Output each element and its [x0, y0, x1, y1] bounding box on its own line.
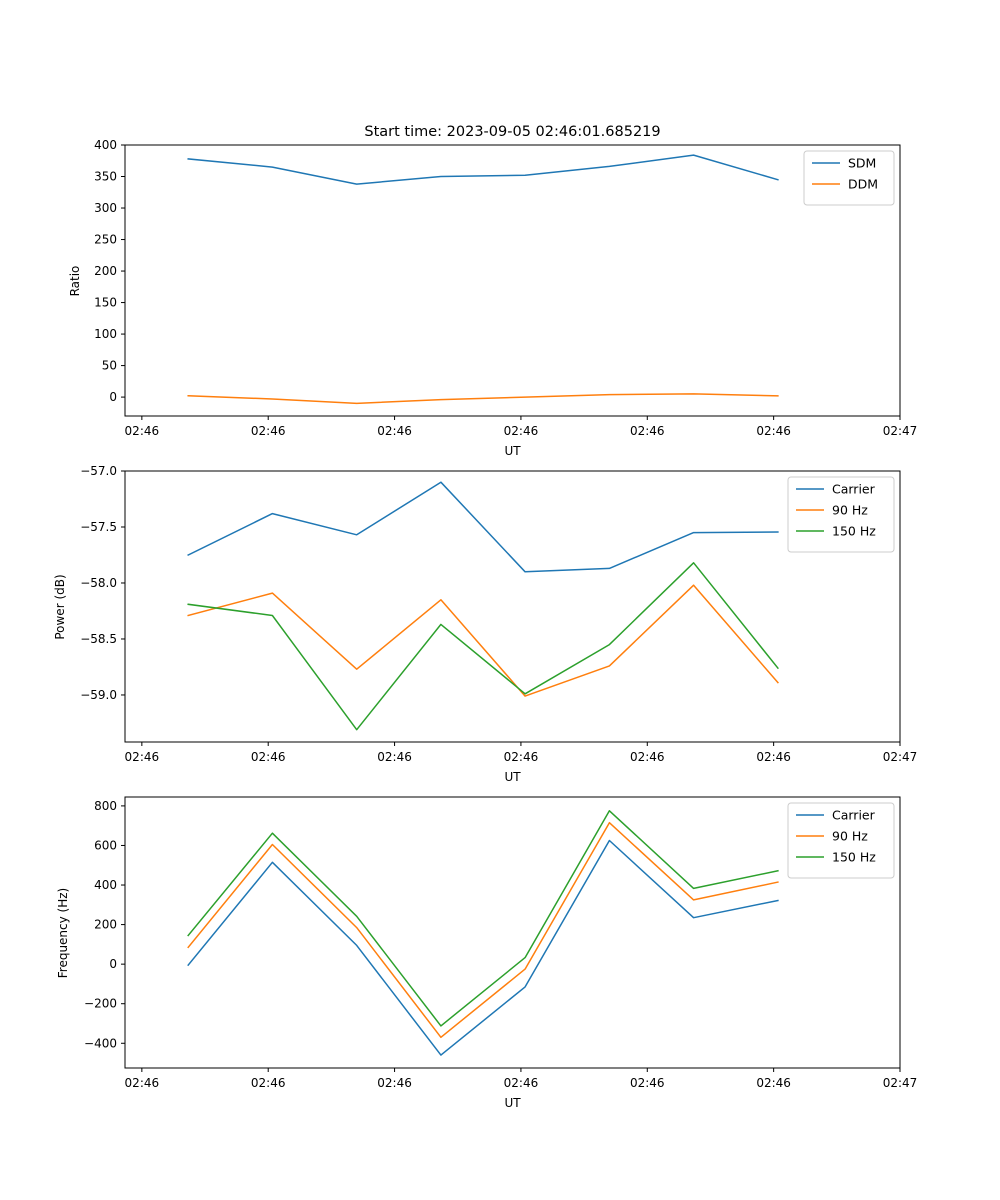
frequency-x-tick-label: 02:46 [504, 1076, 539, 1090]
power-x-tick-label: 02:46 [251, 750, 286, 764]
ratio-x-tick-label: 02:46 [251, 424, 286, 438]
frequency-y-tick-label: 800 [94, 799, 117, 813]
ratio-y-tick-label: 300 [94, 201, 117, 215]
ratio-series-sdm [187, 154, 779, 185]
ratio-y-tick-label: 50 [102, 359, 117, 373]
ratio-x-tick-label: 02:46 [377, 424, 412, 438]
frequency-series-90-hz [187, 821, 779, 1039]
chart-title: Start time: 2023-09-05 02:46:01.685219 [364, 124, 660, 140]
frequency-y-tick-label: 200 [94, 918, 117, 932]
frequency-y-tick-label: −200 [84, 997, 117, 1011]
ratio-panel: Start time: 2023-09-05 02:46:01.685219 U… [68, 124, 917, 458]
power-x-tick-label: 02:46 [756, 750, 791, 764]
power-x-tick-label: 02:46 [125, 750, 160, 764]
power-y-tick-label: −58.0 [80, 576, 117, 590]
power-legend: Carrier 90 Hz 150 Hz [787, 476, 895, 553]
frequency-y-tick-label: 0 [109, 957, 117, 971]
ratio-x-tick-label: 02:46 [504, 424, 539, 438]
frequency-x-tick-label: 02:46 [251, 1076, 286, 1090]
ratio-x-tick-label: 02:46 [756, 424, 791, 438]
ratio-y-axis-label: Ratio [68, 266, 82, 297]
power-x-tick-label: 02:46 [377, 750, 412, 764]
power-y-tick-label: −57.5 [80, 520, 117, 534]
ratio-x-tick-label: 02:47 [883, 424, 918, 438]
power-x-ticks: 02:46 02:46 02:46 02:46 02:46 02:46 02:47 [125, 742, 918, 764]
power-series-90-hz [187, 584, 779, 697]
frequency-legend-box [787, 802, 895, 879]
frequency-x-tick-label: 02:46 [630, 1076, 665, 1090]
ratio-y-tick-label: 100 [94, 327, 117, 341]
power-y-tick-label: −57.0 [80, 464, 117, 478]
frequency-y-ticks: −400 −200 0 200 400 600 800 [84, 799, 125, 1050]
ratio-legend-label: DDM [848, 177, 878, 192]
frequency-series-150-hz [187, 810, 779, 1027]
power-x-tick-label: 02:46 [630, 750, 665, 764]
frequency-series-lines [187, 810, 779, 1056]
ratio-legend-box [803, 150, 895, 206]
ratio-y-tick-label: 150 [94, 296, 117, 310]
ratio-axes-frame [124, 144, 901, 417]
frequency-x-axis-label: UT [504, 1096, 521, 1110]
power-y-ticks: −59.0 −58.5 −58.0 −57.5 −57.0 [80, 464, 125, 702]
frequency-axes-frame [124, 796, 901, 1069]
frequency-x-ticks: 02:46 02:46 02:46 02:46 02:46 02:46 02:47 [125, 1068, 918, 1090]
frequency-panel: UT Frequency (Hz) 02:46 02:46 02:46 02:46 02… [56, 796, 918, 1110]
power-legend-label: 150 Hz [832, 524, 876, 539]
power-x-tick-label: 02:46 [504, 750, 539, 764]
ratio-y-tick-label: 250 [94, 233, 117, 247]
frequency-y-tick-label: 600 [94, 838, 117, 852]
ratio-y-ticks: 0 50 100 150 200 250 300 350 400 [94, 138, 125, 404]
frequency-legend-label: Carrier [832, 808, 876, 823]
ratio-x-axis-label: UT [504, 444, 521, 458]
ratio-series-lines [187, 154, 779, 405]
ratio-x-ticks: 02:46 02:46 02:46 02:46 02:46 02:46 02:47 [125, 416, 918, 438]
frequency-x-tick-label: 02:46 [756, 1076, 791, 1090]
frequency-x-tick-label: 02:46 [125, 1076, 160, 1090]
ratio-y-tick-label: 350 [94, 170, 117, 184]
ratio-legend: SDM DDM [803, 150, 895, 206]
ratio-y-tick-label: 0 [109, 390, 117, 404]
frequency-legend-label: 90 Hz [832, 829, 868, 844]
ratio-x-tick-label: 02:46 [125, 424, 160, 438]
power-x-tick-label: 02:47 [883, 750, 918, 764]
frequency-legend-label: 150 Hz [832, 850, 876, 865]
frequency-y-tick-label: −400 [84, 1036, 117, 1050]
power-y-axis-label: Power (dB) [53, 574, 67, 639]
ratio-y-tick-label: 400 [94, 138, 117, 152]
frequency-series-carrier [187, 839, 779, 1056]
power-legend-box [787, 476, 895, 553]
power-legend-label: Carrier [832, 482, 876, 497]
frequency-legend: Carrier 90 Hz 150 Hz [787, 802, 895, 879]
frequency-x-tick-label: 02:47 [883, 1076, 918, 1090]
frequency-y-axis-label: Frequency (Hz) [56, 888, 70, 979]
power-series-carrier [187, 481, 779, 573]
ratio-legend-label: SDM [848, 156, 876, 171]
power-x-axis-label: UT [504, 770, 521, 784]
power-panel: UT Power (dB) 02:46 02:46 02:46 02:46 02:46 0… [53, 464, 917, 784]
ratio-x-tick-label: 02:46 [630, 424, 665, 438]
ratio-y-tick-label: 200 [94, 264, 117, 278]
power-series-150-hz [187, 562, 779, 731]
frequency-x-tick-label: 02:46 [377, 1076, 412, 1090]
ratio-series-ddm [187, 393, 779, 405]
power-series-lines [187, 481, 779, 731]
power-legend-label: 90 Hz [832, 503, 868, 518]
frequency-y-tick-label: 400 [94, 878, 117, 892]
power-y-tick-label: −58.5 [80, 632, 117, 646]
power-y-tick-label: −59.0 [80, 688, 117, 702]
power-axes-frame [124, 470, 901, 743]
